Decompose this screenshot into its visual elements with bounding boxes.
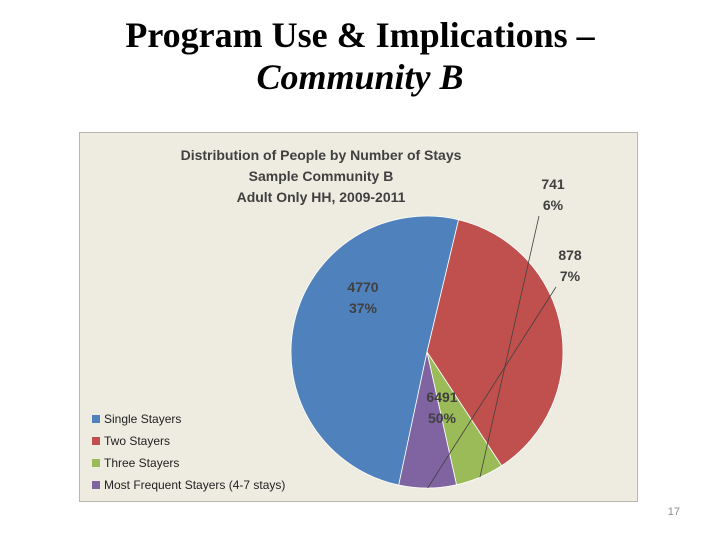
data-label-percent-three-stayers: 6%	[543, 197, 564, 213]
data-label-value-most-frequent-stayers: 878	[558, 247, 582, 263]
slide-title-line1: Program Use & Implications –	[125, 15, 595, 55]
pie-slice-single-stayers	[290, 215, 460, 486]
legend-label-most-frequent-stayers: Most Frequent Stayers (4-7 stays)	[104, 478, 285, 492]
slide-title-line2: Community B	[256, 57, 464, 97]
legend-swatch-most-frequent-stayers	[92, 481, 100, 489]
data-label-value-single-stayers: 6491	[426, 389, 457, 405]
pie-slice-most-frequent-stayers	[398, 351, 458, 489]
chart-title-line2: Sample Community B	[249, 168, 394, 184]
data-label-percent-single-stayers: 50%	[428, 410, 457, 426]
data-label-percent-two-stayers: 37%	[349, 300, 378, 316]
legend-label-two-stayers: Two Stayers	[104, 434, 170, 448]
pie-chart: Distribution of People by Number of Stay…	[92, 147, 582, 492]
legend-swatch-three-stayers	[92, 459, 100, 467]
pie-chart-area: Distribution of People by Number of Stay…	[79, 132, 638, 502]
legend-swatch-single-stayers	[92, 415, 100, 423]
data-label-percent-most-frequent-stayers: 7%	[560, 268, 581, 284]
legend-label-single-stayers: Single Stayers	[104, 412, 181, 426]
pie-slice-two-stayers	[426, 219, 564, 467]
leader-line-three-stayers	[479, 215, 540, 478]
legend-label-three-stayers: Three Stayers	[104, 456, 179, 470]
data-label-value-three-stayers: 741	[541, 176, 565, 192]
data-label-value-two-stayers: 4770	[347, 279, 378, 295]
legend-swatch-two-stayers	[92, 437, 100, 445]
leader-line-most-frequent-stayers	[427, 286, 557, 489]
chart-title-line3: Adult Only HH, 2009-2011	[237, 189, 406, 205]
slide-number: 17	[667, 506, 680, 518]
chart-title-line1: Distribution of People by Number of Stay…	[181, 147, 462, 163]
slide-title: Program Use & Implications – Community B	[0, 14, 720, 98]
